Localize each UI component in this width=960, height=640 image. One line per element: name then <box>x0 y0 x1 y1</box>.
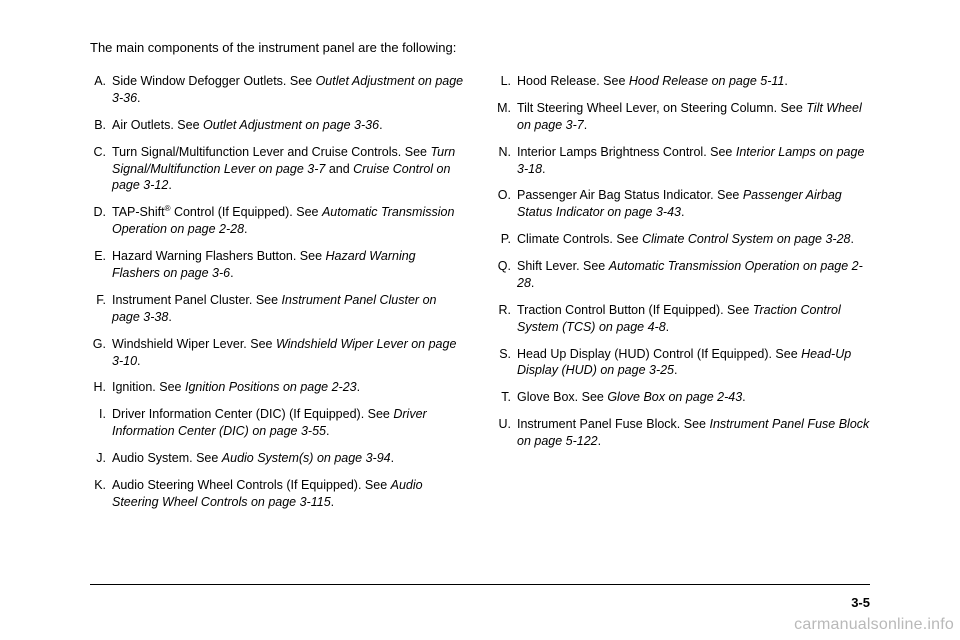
reference: Head-Up Display (HUD) on page 3-25 <box>517 347 851 378</box>
reference: Driver Information Center (DIC) on page … <box>112 407 427 438</box>
item-text: Driver Information Center (DIC) (If Equi… <box>112 406 465 440</box>
item-text: Side Window Defogger Outlets. See Outlet… <box>112 73 465 107</box>
item-letter: C. <box>90 144 112 195</box>
list-item: Q.Shift Lever. See Automatic Transmissio… <box>495 258 870 292</box>
item-text: Traction Control Button (If Equipped). S… <box>517 302 870 336</box>
list-item: M.Tilt Steering Wheel Lever, on Steering… <box>495 100 870 134</box>
item-letter: F. <box>90 292 112 326</box>
item-text: Hood Release. See Hood Release on page 5… <box>517 73 870 90</box>
list-item: E.Hazard Warning Flashers Button. See Ha… <box>90 248 465 282</box>
item-text: Audio System. See Audio System(s) on pag… <box>112 450 465 467</box>
page-number: 3-5 <box>851 595 870 610</box>
item-text: Shift Lever. See Automatic Transmission … <box>517 258 870 292</box>
item-text: TAP-Shift® Control (If Equipped). See Au… <box>112 204 465 238</box>
item-letter: S. <box>495 346 517 380</box>
list-item: C.Turn Signal/Multifunction Lever and Cr… <box>90 144 465 195</box>
content-columns: A.Side Window Defogger Outlets. See Outl… <box>90 73 870 521</box>
list-item: A.Side Window Defogger Outlets. See Outl… <box>90 73 465 107</box>
item-text: Windshield Wiper Lever. See Windshield W… <box>112 336 465 370</box>
watermark: carmanualsonline.info <box>794 616 954 634</box>
item-text: Audio Steering Wheel Controls (If Equipp… <box>112 477 465 511</box>
list-item: J.Audio System. See Audio System(s) on p… <box>90 450 465 467</box>
left-column: A.Side Window Defogger Outlets. See Outl… <box>90 73 465 521</box>
reference: Ignition Positions on page 2-23 <box>185 380 357 394</box>
reference: Interior Lamps on page 3-18 <box>517 145 864 176</box>
item-text: Climate Controls. See Climate Control Sy… <box>517 231 870 248</box>
item-letter: A. <box>90 73 112 107</box>
reference: Outlet Adjustment on page 3-36 <box>112 74 463 105</box>
reference: Outlet Adjustment on page 3-36 <box>203 118 379 132</box>
item-letter: U. <box>495 416 517 450</box>
list-item: L.Hood Release. See Hood Release on page… <box>495 73 870 90</box>
list-item: R.Traction Control Button (If Equipped).… <box>495 302 870 336</box>
superscript: ® <box>165 204 171 213</box>
item-text: Instrument Panel Cluster. See Instrument… <box>112 292 465 326</box>
list-item: O.Passenger Air Bag Status Indicator. Se… <box>495 187 870 221</box>
reference: Instrument Panel Fuse Block on page 5-12… <box>517 417 869 448</box>
item-letter: J. <box>90 450 112 467</box>
item-text: Passenger Air Bag Status Indicator. See … <box>517 187 870 221</box>
list-item: U.Instrument Panel Fuse Block. See Instr… <box>495 416 870 450</box>
item-letter: D. <box>90 204 112 238</box>
item-text: Air Outlets. See Outlet Adjustment on pa… <box>112 117 465 134</box>
reference: Windshield Wiper Lever on page 3-10 <box>112 337 456 368</box>
item-text: Turn Signal/Multifunction Lever and Crui… <box>112 144 465 195</box>
list-item: T.Glove Box. See Glove Box on page 2-43. <box>495 389 870 406</box>
reference: Tilt Wheel on page 3-7 <box>517 101 862 132</box>
item-letter: H. <box>90 379 112 396</box>
item-letter: N. <box>495 144 517 178</box>
reference: Glove Box on page 2-43 <box>607 390 742 404</box>
item-letter: R. <box>495 302 517 336</box>
list-item: D.TAP-Shift® Control (If Equipped). See … <box>90 204 465 238</box>
reference: Instrument Panel Cluster on page 3-38 <box>112 293 436 324</box>
right-column: L.Hood Release. See Hood Release on page… <box>495 73 870 521</box>
reference: Automatic Transmission Operation on page… <box>517 259 863 290</box>
reference: Audio Steering Wheel Controls on page 3-… <box>112 478 423 509</box>
list-item: F.Instrument Panel Cluster. See Instrume… <box>90 292 465 326</box>
item-letter: Q. <box>495 258 517 292</box>
item-letter: I. <box>90 406 112 440</box>
list-item: N.Interior Lamps Brightness Control. See… <box>495 144 870 178</box>
list-item: S.Head Up Display (HUD) Control (If Equi… <box>495 346 870 380</box>
list-item: P.Climate Controls. See Climate Control … <box>495 231 870 248</box>
reference: Climate Control System on page 3-28 <box>642 232 850 246</box>
item-text: Instrument Panel Fuse Block. See Instrum… <box>517 416 870 450</box>
list-item: H.Ignition. See Ignition Positions on pa… <box>90 379 465 396</box>
reference: Automatic Transmission Operation on page… <box>112 205 454 236</box>
item-text: Ignition. See Ignition Positions on page… <box>112 379 465 396</box>
item-text: Glove Box. See Glove Box on page 2-43. <box>517 389 870 406</box>
item-text: Head Up Display (HUD) Control (If Equipp… <box>517 346 870 380</box>
item-letter: P. <box>495 231 517 248</box>
item-letter: O. <box>495 187 517 221</box>
intro-text: The main components of the instrument pa… <box>90 40 870 55</box>
item-letter: B. <box>90 117 112 134</box>
item-letter: G. <box>90 336 112 370</box>
reference: Audio System(s) on page 3-94 <box>222 451 391 465</box>
reference: Traction Control System (TCS) on page 4-… <box>517 303 841 334</box>
item-text: Hazard Warning Flashers Button. See Haza… <box>112 248 465 282</box>
item-letter: L. <box>495 73 517 90</box>
item-letter: K. <box>90 477 112 511</box>
item-letter: M. <box>495 100 517 134</box>
item-letter: E. <box>90 248 112 282</box>
item-letter: T. <box>495 389 517 406</box>
footer-rule <box>90 584 870 585</box>
reference: Passenger Airbag Status Indicator on pag… <box>517 188 842 219</box>
item-text: Interior Lamps Brightness Control. See I… <box>517 144 870 178</box>
list-item: B.Air Outlets. See Outlet Adjustment on … <box>90 117 465 134</box>
item-text: Tilt Steering Wheel Lever, on Steering C… <box>517 100 870 134</box>
list-item: K.Audio Steering Wheel Controls (If Equi… <box>90 477 465 511</box>
reference: Hood Release on page 5-11 <box>629 74 784 88</box>
list-item: I.Driver Information Center (DIC) (If Eq… <box>90 406 465 440</box>
reference: Hazard Warning Flashers on page 3-6 <box>112 249 416 280</box>
list-item: G.Windshield Wiper Lever. See Windshield… <box>90 336 465 370</box>
